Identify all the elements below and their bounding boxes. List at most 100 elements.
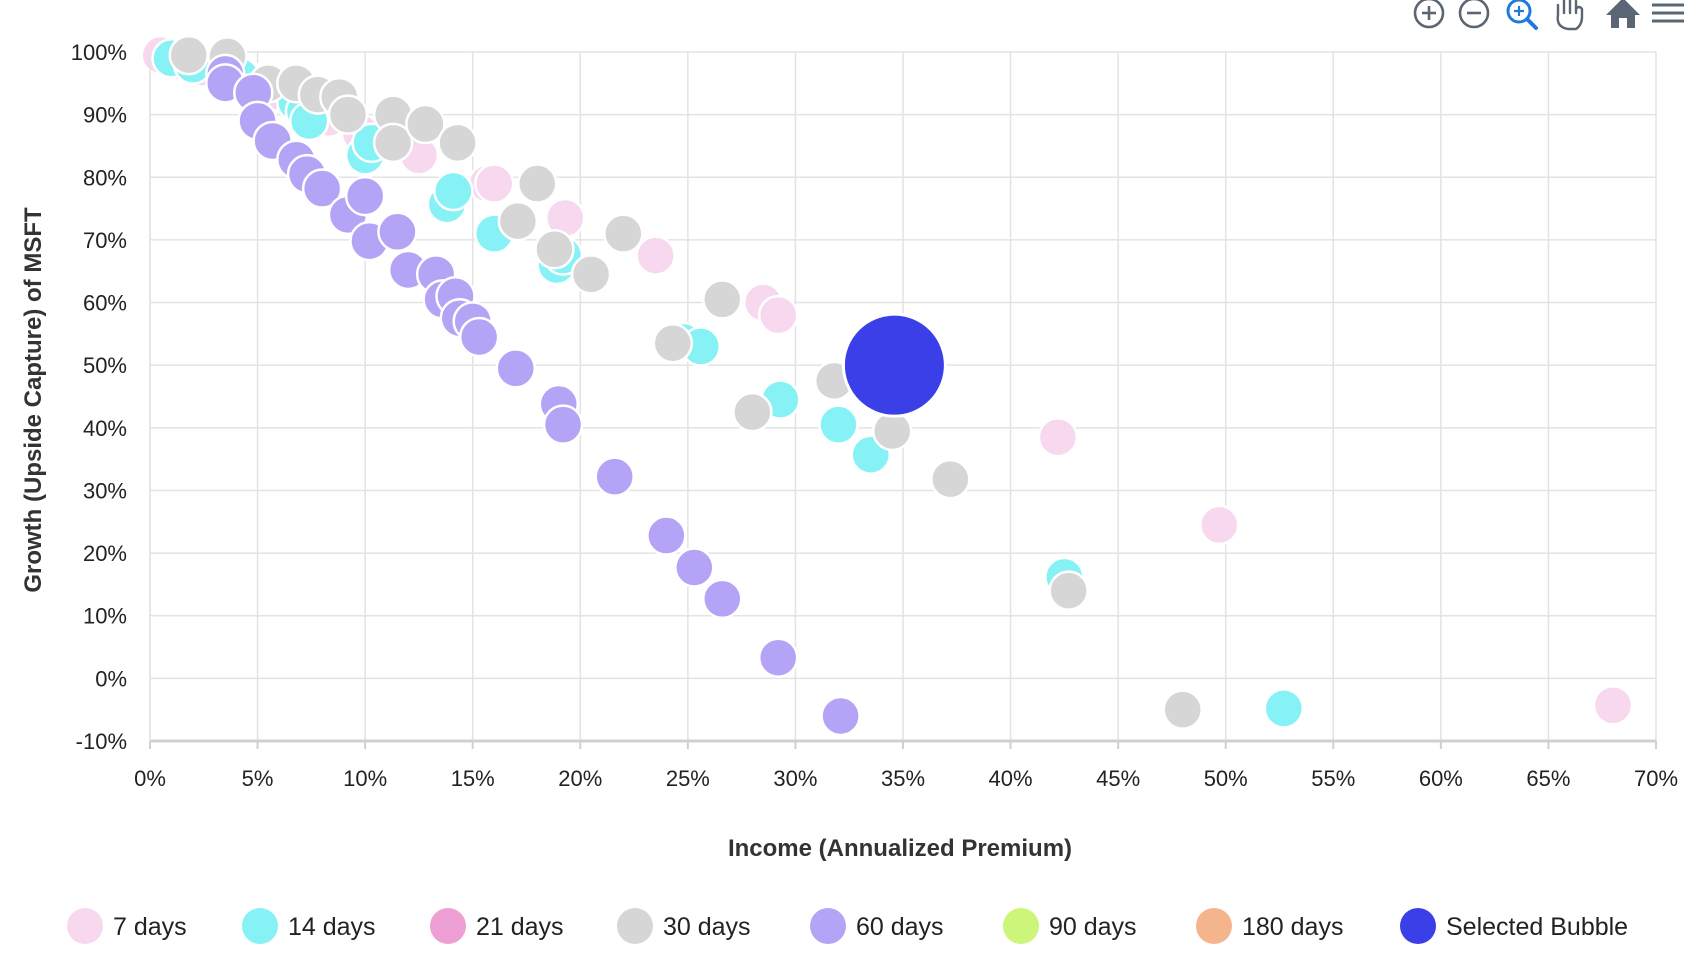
- legend-item-180-days[interactable]: 180 days: [1196, 908, 1343, 944]
- x-tick-label: 40%: [989, 766, 1033, 791]
- bubble-7-days[interactable]: [1037, 416, 1079, 458]
- x-tick-label: 5%: [242, 766, 274, 791]
- bubble-30-days[interactable]: [570, 254, 612, 295]
- bubble-60-days[interactable]: [344, 175, 386, 217]
- bubble-14-days[interactable]: [818, 404, 859, 445]
- bubble-30-days[interactable]: [702, 279, 743, 320]
- x-axis-ticks: 0% 5% 10% 15% 20% 25% 30% 35% 40% 45% 50% 55% 60% 65%…: [134, 741, 1678, 791]
- y-tick-label: 70%: [83, 228, 127, 253]
- x-tick-label: 15%: [451, 766, 495, 791]
- bubble-60-days[interactable]: [542, 404, 584, 445]
- bubble-60-days[interactable]: [301, 168, 343, 209]
- menu-icon[interactable]: [1652, 3, 1684, 23]
- x-tick-label: 60%: [1419, 766, 1463, 791]
- x-tick-label: 20%: [558, 766, 602, 791]
- bubble-30-days[interactable]: [603, 213, 644, 254]
- y-tick-label: 40%: [83, 416, 127, 441]
- chart-toolbar: [1413, 0, 1684, 31]
- bubble-60-days[interactable]: [757, 637, 799, 678]
- bubble-30-days[interactable]: [1048, 570, 1089, 611]
- legend-marker: [1400, 908, 1436, 944]
- selected-bubble[interactable]: [841, 312, 947, 418]
- bubble-30-days[interactable]: [930, 458, 971, 500]
- bubble-60-days[interactable]: [820, 695, 861, 737]
- bubble-7-days[interactable]: [1592, 685, 1634, 726]
- legend-label: 90 days: [1049, 913, 1137, 941]
- bubble-30-days[interactable]: [871, 410, 913, 452]
- legend-label: 180 days: [1242, 913, 1343, 941]
- y-tick-label: 80%: [83, 165, 127, 190]
- bubble-7-days[interactable]: [473, 163, 515, 204]
- x-tick-label: 10%: [343, 766, 387, 791]
- pan-hand-icon[interactable]: [1556, 0, 1584, 31]
- bubble-7-days[interactable]: [635, 235, 676, 276]
- bubble-30-days[interactable]: [534, 229, 575, 270]
- legend-marker: [430, 908, 466, 944]
- bubble-60-days[interactable]: [458, 316, 500, 358]
- y-tick-label: 0%: [95, 666, 127, 691]
- bubble-60-days[interactable]: [495, 348, 536, 389]
- legend-marker: [1003, 908, 1039, 944]
- bubble-60-days[interactable]: [674, 547, 715, 588]
- legend-marker: [67, 908, 103, 944]
- legend-label: 60 days: [856, 913, 944, 941]
- bubble-60-days[interactable]: [646, 515, 687, 556]
- y-tick-label: 10%: [83, 604, 127, 629]
- zoom-in-icon[interactable]: [1413, 0, 1445, 29]
- y-tick-label: 30%: [83, 478, 127, 503]
- x-tick-label: 0%: [134, 766, 166, 791]
- legend-item-90-days[interactable]: 90 days: [1003, 908, 1137, 944]
- x-axis-title: Income (Annualized Premium): [728, 835, 1072, 862]
- bubble-30-days[interactable]: [517, 163, 558, 204]
- x-tick-label: 35%: [881, 766, 925, 791]
- bubble-30-days[interactable]: [437, 122, 478, 164]
- bubble-60-days[interactable]: [594, 456, 635, 497]
- bubble-30-days[interactable]: [327, 94, 369, 135]
- y-axis-ticks: 100% 90% 80% 70% 60% 50% 40% 30% 20% 10% 0% -10%: [71, 40, 127, 754]
- legend-item-30-days[interactable]: 30 days: [617, 908, 751, 944]
- bubble-30-days[interactable]: [405, 103, 446, 145]
- bubble-30-days[interactable]: [652, 323, 694, 364]
- x-tick-label: 55%: [1311, 766, 1355, 791]
- selection-zoom-icon[interactable]: [1506, 0, 1538, 30]
- y-tick-label: 90%: [83, 103, 127, 128]
- legend-label: 14 days: [288, 913, 376, 941]
- x-tick-label: 50%: [1204, 766, 1248, 791]
- y-tick-label: 60%: [83, 291, 127, 316]
- legend-marker: [242, 908, 278, 944]
- y-tick-label: 20%: [83, 541, 127, 566]
- bubble-30-days[interactable]: [732, 391, 773, 433]
- legend-item-21-days[interactable]: 21 days: [430, 908, 564, 944]
- legend-item-14-days[interactable]: 14 days: [242, 908, 376, 944]
- bubble-60-days[interactable]: [377, 211, 418, 253]
- chart-bubbles: [140, 34, 1634, 737]
- legend-item-7-days[interactable]: 7 days: [67, 908, 187, 944]
- legend-label: 7 days: [113, 913, 187, 941]
- bubble-7-days[interactable]: [1199, 504, 1240, 546]
- legend-item-selected-bubble[interactable]: Selected Bubble: [1400, 908, 1628, 944]
- bubble-14-days[interactable]: [1263, 688, 1305, 729]
- bubble-7-days[interactable]: [757, 294, 799, 336]
- x-tick-label: 30%: [773, 766, 817, 791]
- x-tick-label: 70%: [1634, 766, 1678, 791]
- legend-label: 30 days: [663, 913, 751, 941]
- x-tick-label: 45%: [1096, 766, 1140, 791]
- bubble-30-days[interactable]: [372, 122, 414, 164]
- bubble-30-days[interactable]: [168, 34, 209, 76]
- bubble-14-days[interactable]: [433, 170, 474, 212]
- bubble-60-days[interactable]: [702, 578, 743, 620]
- legend-item-60-days[interactable]: 60 days: [810, 908, 944, 944]
- zoom-out-icon[interactable]: [1458, 0, 1490, 29]
- x-tick-label: 25%: [666, 766, 710, 791]
- legend-marker: [1196, 908, 1232, 944]
- legend-label: 21 days: [476, 913, 564, 941]
- reset-home-icon[interactable]: [1606, 0, 1640, 28]
- chart-legend: 7 days 14 days 21 days 30 days 60 days 90 day…: [67, 908, 1628, 944]
- bubble-30-days[interactable]: [1162, 689, 1203, 730]
- bubble-30-days[interactable]: [497, 200, 539, 242]
- legend-marker: [617, 908, 653, 944]
- y-tick-label: 100%: [71, 40, 127, 65]
- y-axis-title: Growth (Upside Capture) of MSFT: [20, 207, 47, 593]
- legend-label: Selected Bubble: [1446, 913, 1628, 941]
